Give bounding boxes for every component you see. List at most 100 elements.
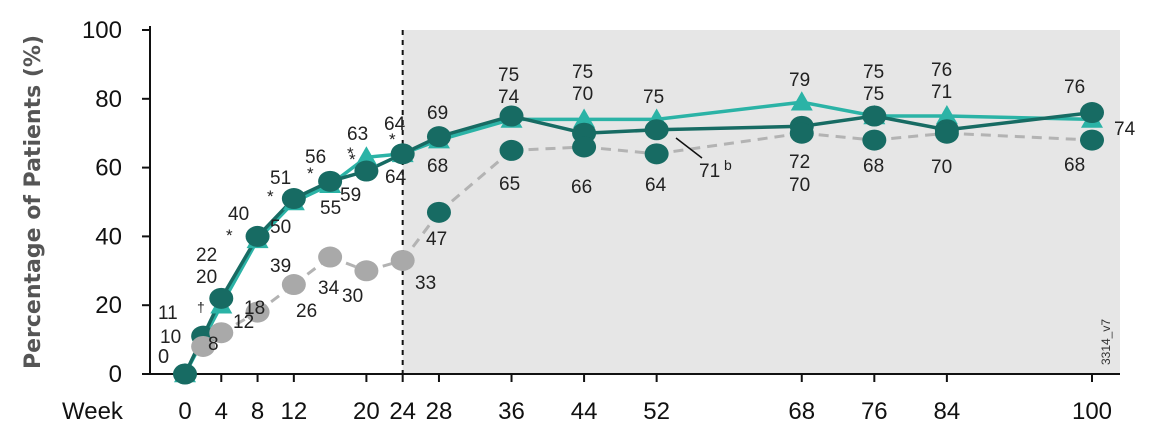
data-label: 50 — [270, 217, 291, 238]
data-label: 33 — [415, 273, 436, 294]
series-1-line — [183, 110, 1093, 375]
x-axis-prefix-label: Week — [62, 398, 124, 425]
x-tick-label: 76 — [861, 398, 888, 425]
data-label: 76 — [931, 60, 952, 81]
data-label: 68 — [427, 156, 448, 177]
series-2-point — [1080, 129, 1104, 151]
data-label: 71 — [699, 161, 720, 182]
series-0-point — [935, 105, 958, 125]
data-label: 68 — [863, 156, 884, 177]
series-2-segment — [801, 131, 875, 142]
series-1-point — [862, 105, 887, 127]
data-label: 18 — [244, 298, 265, 319]
data-label: * — [389, 130, 396, 149]
data-label: 64 — [384, 114, 406, 135]
x-tick-label: 68 — [788, 398, 815, 425]
data-label: 47 — [426, 229, 447, 250]
series-2-point — [209, 322, 234, 344]
series-0-point — [355, 146, 378, 166]
y-tick-label: 0 — [109, 361, 122, 388]
y-tick-label: 60 — [95, 155, 122, 182]
shaded-region — [402, 30, 1120, 374]
series-1-point — [354, 160, 379, 182]
data-label: 69 — [427, 103, 448, 124]
y-axis-title: Percentage of Patients (%) — [21, 35, 46, 369]
data-label: † — [197, 299, 205, 315]
series-1-point — [426, 126, 451, 148]
x-tick-label: 20 — [353, 398, 380, 425]
data-label: 70 — [789, 175, 810, 196]
series-1-point — [499, 105, 524, 127]
series-1-point — [173, 363, 197, 385]
data-label: 10 — [160, 327, 181, 348]
data-label: 8 — [208, 334, 219, 355]
data-label: 75 — [643, 87, 664, 108]
data-label: 63 — [347, 124, 368, 145]
data-label: 59 — [340, 185, 361, 206]
series-2-point — [245, 301, 270, 323]
data-label: * — [307, 164, 314, 183]
data-label: * — [226, 226, 233, 245]
data-label: 34 — [318, 278, 340, 299]
data-label: 12 — [233, 312, 254, 333]
series-2-point — [934, 122, 959, 144]
x-tick-label: 28 — [426, 398, 453, 425]
y-tick-label: 20 — [95, 292, 122, 319]
data-label: 20 — [196, 267, 217, 288]
series-2-point — [499, 139, 524, 161]
data-label: 66 — [571, 177, 592, 198]
data-label: 72 — [789, 152, 810, 173]
series-2-segment — [656, 131, 802, 156]
data-label: 74 — [498, 87, 520, 108]
data-label: * — [267, 187, 274, 206]
series-1-point — [281, 188, 306, 210]
data-label: 55 — [320, 198, 341, 219]
data-label: 26 — [296, 301, 317, 322]
data-label: 76 — [1064, 77, 1085, 98]
series-1-point — [644, 119, 669, 141]
series-2-point — [390, 249, 415, 271]
data-label: 39 — [270, 256, 291, 277]
x-tick-label: 24 — [389, 398, 416, 425]
data-label: 75 — [863, 84, 884, 105]
series-2-segment — [583, 145, 657, 156]
series-2-segment — [874, 131, 948, 142]
y-tick-label: 40 — [95, 223, 122, 250]
series-2-point — [426, 201, 451, 223]
series-0-point — [573, 108, 596, 128]
x-tick-label: 44 — [571, 398, 598, 425]
figure-code: 3314_v7 — [1099, 319, 1113, 365]
series-0-point — [790, 91, 813, 111]
data-label: 0 — [158, 346, 169, 368]
data-label: 51 — [270, 168, 291, 189]
data-label: 75 — [572, 62, 593, 83]
data-label: 64 — [645, 175, 667, 196]
data-label: * — [347, 144, 354, 163]
data-label: 56 — [305, 147, 326, 168]
data-label: 11 — [158, 303, 178, 324]
series-1-point — [318, 170, 343, 192]
data-label: 75 — [498, 65, 519, 86]
x-tick-label: 100 — [1072, 398, 1112, 425]
leader-line — [675, 137, 703, 159]
series-1-point — [209, 287, 234, 309]
data-label: 70 — [931, 157, 952, 178]
series-2-point — [318, 246, 343, 268]
data-label: 64 — [385, 167, 407, 188]
y-tick-label: 80 — [95, 86, 122, 113]
data-label: 75 — [863, 62, 884, 83]
x-tick-label: 84 — [934, 398, 961, 425]
data-label: 74 — [1114, 119, 1136, 140]
series-2-point — [191, 335, 216, 357]
data-label: 71 — [931, 82, 952, 103]
series-1-point — [1080, 102, 1104, 124]
series-2-point — [862, 129, 887, 151]
data-label: b — [724, 157, 732, 173]
x-tick-label: 36 — [498, 398, 525, 425]
x-tick-label: 0 — [178, 398, 191, 425]
series-2-segment — [946, 131, 1093, 142]
series-2-point — [789, 122, 814, 144]
y-tick-label: 100 — [82, 17, 122, 44]
